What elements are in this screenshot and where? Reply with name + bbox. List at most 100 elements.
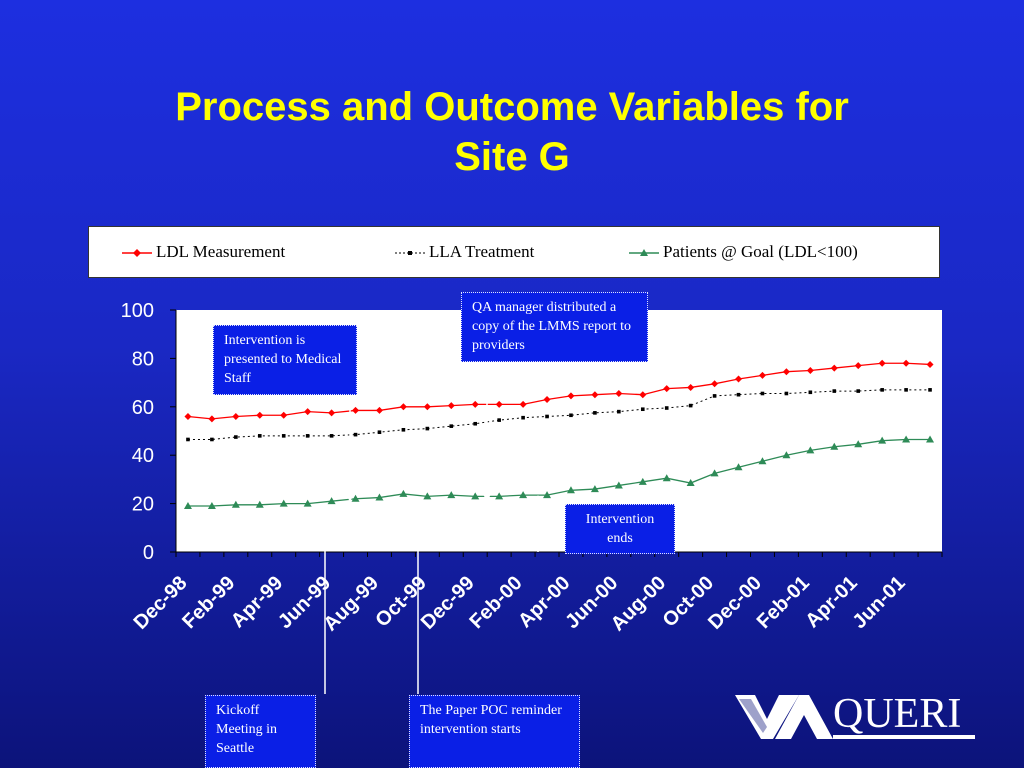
slide-title-line1: Process and Outcome Variables for bbox=[175, 85, 849, 129]
data-point bbox=[352, 406, 360, 414]
y-tick-label: 0 bbox=[143, 542, 154, 564]
data-point bbox=[351, 494, 360, 502]
data-point bbox=[640, 407, 645, 412]
y-tick-label: 80 bbox=[132, 348, 154, 370]
annotation-arrows bbox=[320, 365, 543, 694]
data-point bbox=[497, 418, 501, 422]
data-point bbox=[736, 392, 741, 397]
annotation-qa-manager: QA manager distributed a copy of the LMM… bbox=[461, 292, 648, 362]
x-tick-label: Dec-98 bbox=[130, 572, 192, 634]
data-point bbox=[830, 442, 839, 450]
annotation-intervention-presented: Intervention is presented to Medical Sta… bbox=[213, 325, 357, 395]
data-point bbox=[327, 497, 336, 505]
series-layer bbox=[183, 359, 935, 510]
data-point bbox=[256, 411, 264, 419]
data-point bbox=[328, 409, 336, 417]
data-point bbox=[617, 409, 621, 414]
data-point bbox=[854, 362, 862, 370]
data-point bbox=[543, 396, 551, 404]
data-point bbox=[232, 412, 240, 420]
data-point bbox=[305, 434, 310, 438]
data-point bbox=[832, 389, 837, 393]
data-point bbox=[662, 474, 671, 482]
data-point bbox=[614, 481, 623, 489]
logo-text: QUERI bbox=[833, 691, 961, 737]
data-point bbox=[856, 389, 861, 393]
data-point bbox=[495, 492, 504, 500]
data-point bbox=[904, 388, 908, 392]
data-point bbox=[375, 493, 384, 501]
annotation-kickoff: Kickoff Meeting in Seattle bbox=[205, 695, 316, 768]
data-point bbox=[880, 388, 884, 392]
data-point bbox=[902, 435, 911, 443]
y-tick-label: 60 bbox=[132, 397, 154, 419]
data-point bbox=[399, 403, 407, 411]
data-point bbox=[688, 403, 693, 408]
chart-legend: LDL Measurement LLA Treatment Patients @… bbox=[88, 226, 940, 278]
data-point bbox=[664, 406, 669, 410]
data-point bbox=[782, 451, 791, 459]
data-point bbox=[878, 436, 887, 444]
x-tick-label: Feb-99 bbox=[178, 572, 239, 633]
x-tick-label: Feb-00 bbox=[465, 572, 526, 633]
diamond-marker-icon bbox=[122, 249, 152, 258]
data-point bbox=[304, 408, 312, 416]
data-point bbox=[735, 375, 743, 383]
series-line bbox=[187, 438, 931, 507]
data-point bbox=[878, 359, 886, 367]
triangle-marker-icon bbox=[629, 249, 659, 257]
legend-label-goal: Patients @ Goal (LDL<100) bbox=[663, 242, 858, 261]
data-point bbox=[447, 491, 456, 499]
y-tick-label: 20 bbox=[132, 494, 154, 516]
data-point bbox=[806, 446, 815, 454]
data-point bbox=[543, 491, 552, 499]
legend-item-goal: Patients @ Goal (LDL<100) bbox=[629, 242, 858, 262]
data-point bbox=[495, 400, 503, 408]
data-point bbox=[902, 359, 910, 367]
data-point bbox=[686, 479, 695, 487]
y-tick-label: 40 bbox=[132, 445, 154, 467]
data-point bbox=[183, 502, 192, 510]
annotation-paper-poc: The Paper POC reminder intervention star… bbox=[409, 695, 580, 768]
data-point bbox=[591, 391, 599, 399]
data-point bbox=[447, 402, 455, 410]
slide-title: Process and Outcome Variables for Site G bbox=[0, 82, 1024, 182]
data-point bbox=[423, 492, 432, 500]
data-point bbox=[784, 391, 789, 396]
data-point bbox=[329, 434, 334, 438]
arrow-head-intervention-ends bbox=[533, 495, 543, 505]
square-marker-icon bbox=[395, 251, 425, 256]
data-point bbox=[712, 394, 717, 398]
data-point bbox=[423, 403, 431, 411]
data-point bbox=[734, 463, 743, 471]
data-point bbox=[758, 371, 766, 379]
data-point bbox=[687, 383, 695, 391]
data-point bbox=[808, 390, 813, 395]
x-tick-label: Apr-99 bbox=[227, 572, 287, 632]
data-point bbox=[471, 400, 479, 408]
data-point bbox=[280, 411, 288, 419]
arrow-head-intervention-presented bbox=[345, 492, 355, 502]
data-point bbox=[234, 435, 238, 439]
series-line bbox=[187, 362, 931, 420]
data-point bbox=[593, 411, 597, 415]
data-point bbox=[231, 500, 240, 508]
series-1 bbox=[186, 388, 932, 442]
legend-item-lla: LLA Treatment bbox=[395, 242, 534, 262]
data-point bbox=[186, 437, 190, 442]
data-point bbox=[184, 412, 192, 420]
data-point bbox=[279, 499, 288, 507]
data-point bbox=[207, 502, 216, 510]
data-point bbox=[590, 485, 599, 493]
y-tick-label: 100 bbox=[121, 300, 154, 322]
data-point bbox=[545, 414, 549, 419]
data-point bbox=[567, 392, 575, 400]
data-point bbox=[566, 486, 575, 494]
series-line bbox=[187, 389, 931, 440]
slide-title-line2: Site G bbox=[454, 135, 570, 179]
arrow-head-kickoff bbox=[320, 503, 330, 513]
data-point bbox=[208, 415, 216, 423]
data-point bbox=[926, 360, 934, 368]
y-axis: 0 20 40 60 80 100 bbox=[121, 300, 177, 564]
